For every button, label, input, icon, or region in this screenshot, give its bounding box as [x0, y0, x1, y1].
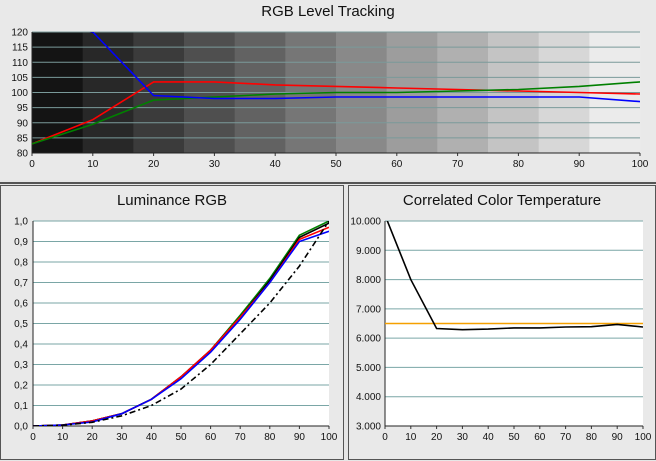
x-tick-label: 90 — [294, 432, 306, 443]
y-tick-label: 10.000 — [350, 217, 381, 228]
chart-title: Correlated Color Temperature — [402, 192, 602, 209]
x-tick-label: 10 — [405, 432, 417, 443]
y-tick-label: 85 — [17, 133, 29, 144]
x-tick-label: 40 — [270, 159, 282, 170]
chart-title: RGB Level Tracking — [261, 3, 395, 20]
x-tick-label: 50 — [175, 432, 187, 443]
y-tick-label: 5.000 — [356, 363, 381, 374]
series-line — [32, 81, 640, 145]
luminance-rgb-chart: 0,0 0,1 0,2 0,3 0,4 0,5 0,6 0,7 0,8 0,9 1,0 0 10 20 30… — [14, 217, 338, 444]
y-tick-label: 6.000 — [356, 334, 381, 345]
x-tick-label: 80 — [513, 159, 525, 170]
y-tick-label: 115 — [12, 43, 28, 54]
y-tick-label: 80 — [17, 149, 29, 160]
x-tick-label: 100 — [632, 159, 649, 170]
x-tick-label: 0 — [382, 432, 388, 443]
divider — [0, 182, 656, 184]
y-tick-label: 90 — [17, 118, 29, 129]
x-tick-label: 70 — [235, 432, 247, 443]
x-tick-label: 70 — [560, 432, 572, 443]
luminance-rgb-panel: Luminance RGB 0,0 0,1 0,2 0,3 0,4 0,5 0,6 0,7 0,… — [0, 185, 344, 460]
y-tick-label: 0,1 — [14, 401, 28, 412]
x-tick-label: 0 — [30, 432, 36, 443]
y-tick-label: 1,0 — [14, 217, 28, 228]
chart-title: Luminance RGB — [116, 192, 228, 209]
y-tick-label: 8.000 — [356, 275, 381, 286]
x-tick-label: 20 — [87, 432, 99, 443]
y-tick-label: 0,3 — [14, 360, 28, 371]
x-tick-label: 10 — [57, 432, 69, 443]
y-tick-label: 0,6 — [14, 299, 28, 310]
cct-panel: Correlated Color Temperature 3.000 4.000 5… — [348, 185, 656, 460]
y-tick-label: 120 — [11, 28, 28, 39]
series-line — [32, 81, 640, 145]
y-tick-label: 0,9 — [14, 237, 28, 248]
x-tick-label: 30 — [116, 432, 128, 443]
y-tick-label: 0,7 — [14, 278, 28, 289]
y-tick-label: 7.000 — [356, 304, 381, 315]
x-tick-label: 90 — [574, 159, 586, 170]
x-tick-label: 80 — [586, 432, 598, 443]
rgb-level-tracking-chart: 80 85 90 95 100 105 110 115 120 0 10 20 30 40 50 60 70 80… — [11, 28, 649, 171]
x-tick-label: 30 — [457, 432, 469, 443]
y-tick-label: 0,8 — [14, 258, 28, 269]
x-tick-label: 50 — [508, 432, 520, 443]
x-tick-label: 20 — [148, 159, 160, 170]
y-tick-label: 3.000 — [356, 422, 381, 433]
x-tick-label: 60 — [205, 432, 217, 443]
x-tick-label: 40 — [483, 432, 495, 443]
y-tick-label: 0,4 — [14, 340, 28, 351]
y-tick-label: 100 — [11, 88, 28, 99]
x-tick-label: 80 — [264, 432, 276, 443]
x-tick-label: 10 — [87, 159, 99, 170]
series-line — [89, 32, 640, 103]
y-tick-label: 4.000 — [356, 392, 381, 403]
y-tick-label: 0,0 — [14, 422, 28, 433]
x-tick-label: 90 — [612, 432, 624, 443]
x-tick-label: 30 — [209, 159, 221, 170]
x-tick-label: 60 — [391, 159, 403, 170]
x-tick-label: 20 — [431, 432, 443, 443]
cct-chart: 3.000 4.000 5.000 6.000 7.000 8.000 9.000 10.00… — [350, 217, 652, 444]
y-tick-label: 0,2 — [14, 381, 28, 392]
x-tick-label: 70 — [452, 159, 464, 170]
x-tick-label: 50 — [330, 159, 342, 170]
x-tick-label: 40 — [146, 432, 158, 443]
x-tick-label: 0 — [29, 159, 35, 170]
y-tick-label: 110 — [12, 58, 28, 69]
series-line — [33, 230, 329, 426]
y-tick-label: 105 — [11, 73, 28, 84]
x-tick-label: 60 — [534, 432, 546, 443]
series-line — [33, 221, 329, 426]
y-tick-label: 9.000 — [356, 246, 381, 257]
rgb-level-tracking-panel: RGB Level Tracking 80 85 90 95 100 105 110 115 1… — [0, 0, 656, 180]
x-tick-label: 100 — [321, 432, 338, 443]
x-tick-label: 100 — [635, 432, 652, 443]
y-tick-label: 95 — [17, 103, 29, 114]
y-tick-label: 0,5 — [14, 319, 28, 330]
series-line — [386, 221, 643, 331]
